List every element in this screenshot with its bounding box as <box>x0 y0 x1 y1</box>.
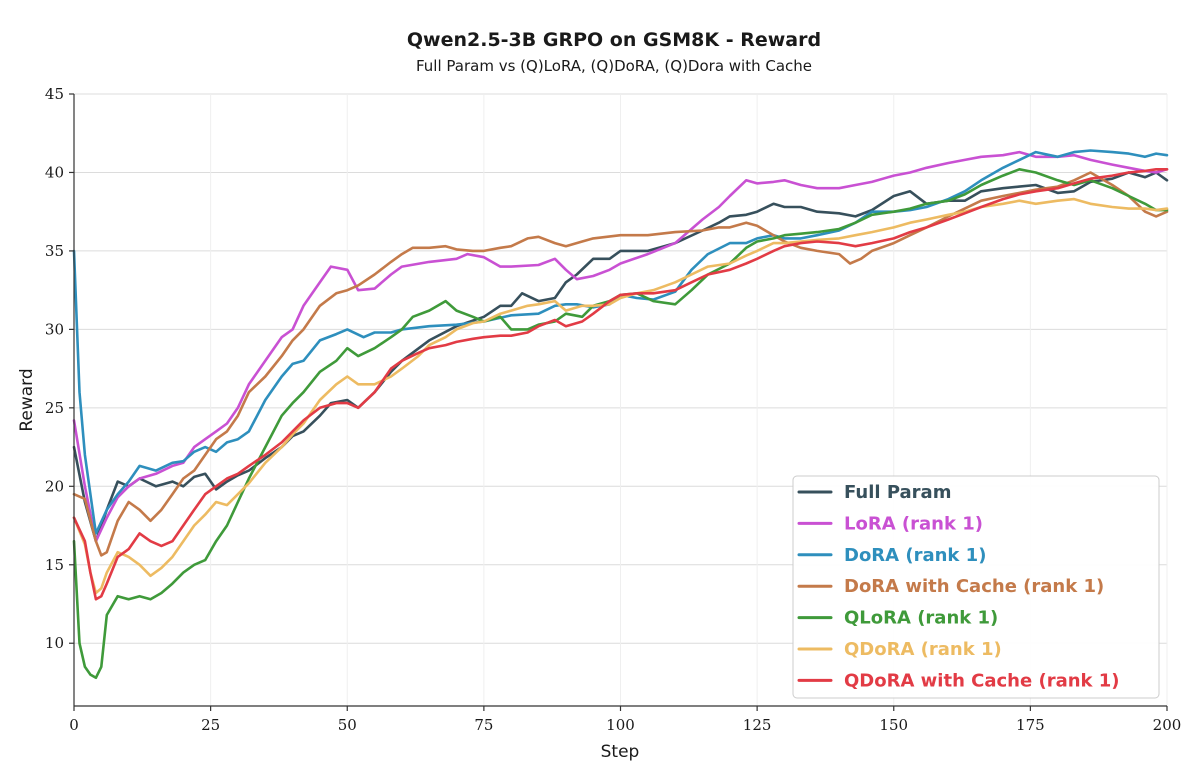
chart-title: Qwen2.5-3B GRPO on GSM8K - Reward <box>407 29 821 51</box>
x-tick-label: 0 <box>69 716 79 734</box>
y-tick-label: 30 <box>45 320 64 338</box>
y-tick-label: 10 <box>45 634 64 652</box>
chart-subtitle: Full Param vs (Q)LoRA, (Q)DoRA, (Q)Dora … <box>416 57 812 75</box>
series-line-0 <box>72 171 1169 543</box>
x-tick-label: 50 <box>338 716 357 734</box>
legend-label: QLoRA (rank 1) <box>844 608 998 629</box>
series-lines <box>72 149 1169 680</box>
series-line-2 <box>72 149 1169 535</box>
x-tick-label: 175 <box>1016 716 1045 734</box>
legend-label: DoRA with Cache (rank 1) <box>844 576 1104 597</box>
legend: Full Param LoRA (rank 1) DoRA (rank 1) DoRA… <box>792 475 1160 699</box>
y-tick-label: 40 <box>45 163 64 181</box>
series-line-5 <box>72 197 1169 595</box>
legend-label: Full Param <box>844 482 951 503</box>
x-tick-label: 100 <box>606 716 635 734</box>
y-axis-label: Reward <box>17 368 37 431</box>
legend-label: DoRA (rank 1) <box>844 545 986 566</box>
legend-label: LoRA (rank 1) <box>844 513 983 534</box>
x-tick-label: 25 <box>201 716 220 734</box>
tick-labels: 10 15 20 25 30 35 40 45 0 25 50 75 100 125 150 175 200 <box>45 85 1181 734</box>
x-tick-label: 150 <box>879 716 908 734</box>
legend-label: QDoRA (rank 1) <box>844 639 1002 660</box>
y-tick-label: 20 <box>45 477 64 495</box>
x-tick-label: 200 <box>1153 716 1182 734</box>
x-tick-label: 75 <box>474 716 493 734</box>
y-tick-label: 15 <box>45 556 64 574</box>
x-axis-label: Step <box>601 742 640 762</box>
legend-box <box>792 475 1160 699</box>
y-tick-label: 25 <box>45 399 64 417</box>
x-tick-label: 125 <box>743 716 772 734</box>
series-line-4 <box>72 168 1169 680</box>
series-line-1 <box>72 150 1169 543</box>
legend-label: QDoRA with Cache (rank 1) <box>844 670 1120 691</box>
y-tick-label: 35 <box>45 242 64 260</box>
y-tick-label: 45 <box>45 85 64 103</box>
series-line-6 <box>72 168 1169 601</box>
